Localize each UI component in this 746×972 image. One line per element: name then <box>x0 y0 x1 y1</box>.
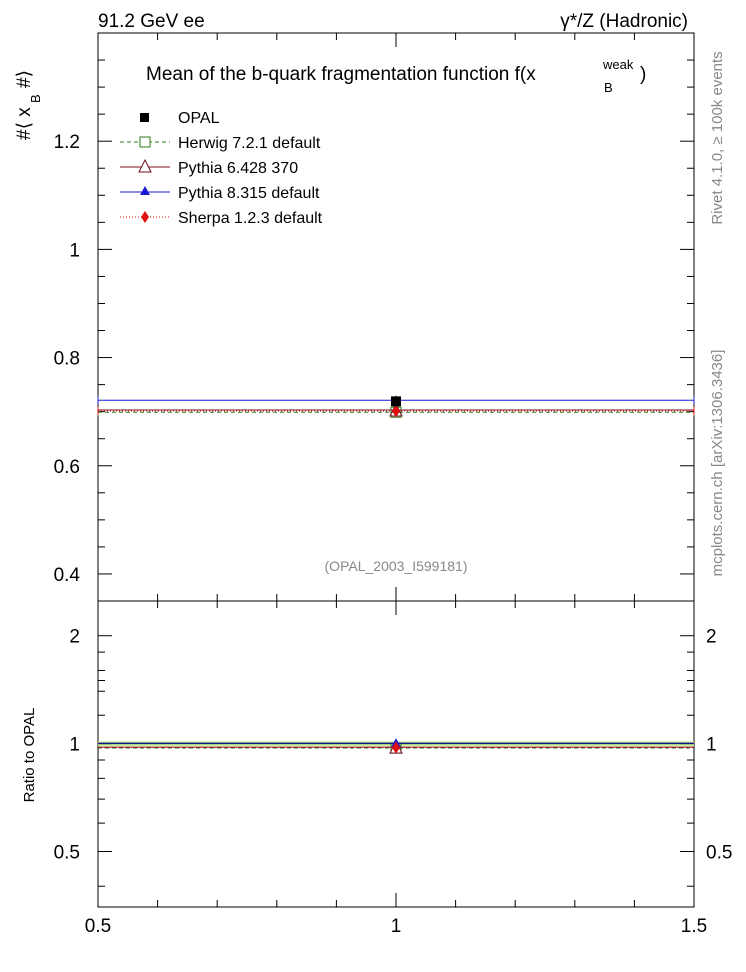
legend-marker-pythia8 <box>140 186 150 195</box>
x-tick-label: 1 <box>391 916 402 937</box>
title-superscript: weak <box>602 57 634 72</box>
legend-marker-herwig <box>139 136 151 148</box>
y-tick-label: 1 <box>69 240 80 261</box>
legend-marker-pythia6 <box>138 158 152 173</box>
ratio-y-tick-label-right: 2 <box>706 627 717 648</box>
legend: OPAL Herwig 7.2.1 default Pythia 6.428 3… <box>120 110 323 227</box>
legend-marker-sherpa <box>141 211 149 223</box>
legend-label-herwig: Herwig 7.2.1 default <box>178 135 321 152</box>
legend-label-pythia8: Pythia 8.315 default <box>178 185 320 202</box>
ratio-y-tick-label-right: 1 <box>706 735 717 756</box>
data-point-opal <box>391 396 401 407</box>
y-label-main: #⟨ x <box>14 107 35 140</box>
y-tick-label: 0.4 <box>54 565 81 586</box>
y-tick-label: 0.6 <box>54 457 80 478</box>
legend-label-pythia6: Pythia 6.428 370 <box>178 160 298 177</box>
legend-entry-opal: OPAL <box>140 110 220 127</box>
legend-entry-pythia8: Pythia 8.315 default <box>120 185 320 202</box>
main-y-axis-label: #⟨ x B #⟩ <box>14 70 43 140</box>
data-point-sherpa <box>392 405 400 418</box>
title-subscript: B <box>604 80 613 95</box>
ratio-axes: 0.5 0.5 1 1 2 2 0.5 1 1.5 <box>54 601 732 937</box>
ratio-y-tick-label-left: 1 <box>69 735 80 756</box>
legend-entry-sherpa: Sherpa 1.2.3 default <box>120 210 323 227</box>
x-tick-label: 1.5 <box>681 916 707 937</box>
process-label: γ*/Z (Hadronic) <box>560 11 688 32</box>
ratio-y-tick-label-right: 0.5 <box>706 842 732 863</box>
y-label-end: #⟩ <box>14 70 35 88</box>
analysis-tag: (OPAL_2003_I599181) <box>325 558 468 574</box>
legend-label-opal: OPAL <box>178 110 220 127</box>
main-axes: 0.4 0.6 0.8 1 1.2 <box>54 32 695 602</box>
energy-label: 91.2 GeV ee <box>98 11 205 32</box>
ratio-plot-frame <box>97 600 695 908</box>
title-end: ) <box>640 64 646 85</box>
legend-entry-pythia6: Pythia 6.428 370 <box>120 158 298 177</box>
legend-marker-opal <box>140 113 149 122</box>
y-tick-label: 0.8 <box>54 349 80 370</box>
rivet-label: Rivet 4.1.0, ≥ 100k events <box>709 51 726 224</box>
main-data-marks <box>97 395 695 418</box>
ratio-point-sherpa <box>392 741 400 754</box>
ratio-y-axis-label: Ratio to OPAL <box>21 708 38 803</box>
legend-entry-herwig: Herwig 7.2.1 default <box>120 135 321 152</box>
y-tick-label: 1.2 <box>54 132 80 153</box>
source-label: mcplots.cern.ch [arXiv:1306.3436] <box>709 350 726 577</box>
legend-label-sherpa: Sherpa 1.2.3 default <box>178 210 323 227</box>
plot-title: Mean of the b-quark fragmentation functi… <box>146 57 646 95</box>
ratio-data-marks <box>98 738 694 754</box>
ratio-y-tick-label-left: 0.5 <box>54 842 80 863</box>
title-text: Mean of the b-quark fragmentation functi… <box>146 64 536 85</box>
y-label-sub: B <box>28 94 43 103</box>
x-tick-label: 0.5 <box>85 916 111 937</box>
ratio-y-tick-label-left: 2 <box>69 627 80 648</box>
